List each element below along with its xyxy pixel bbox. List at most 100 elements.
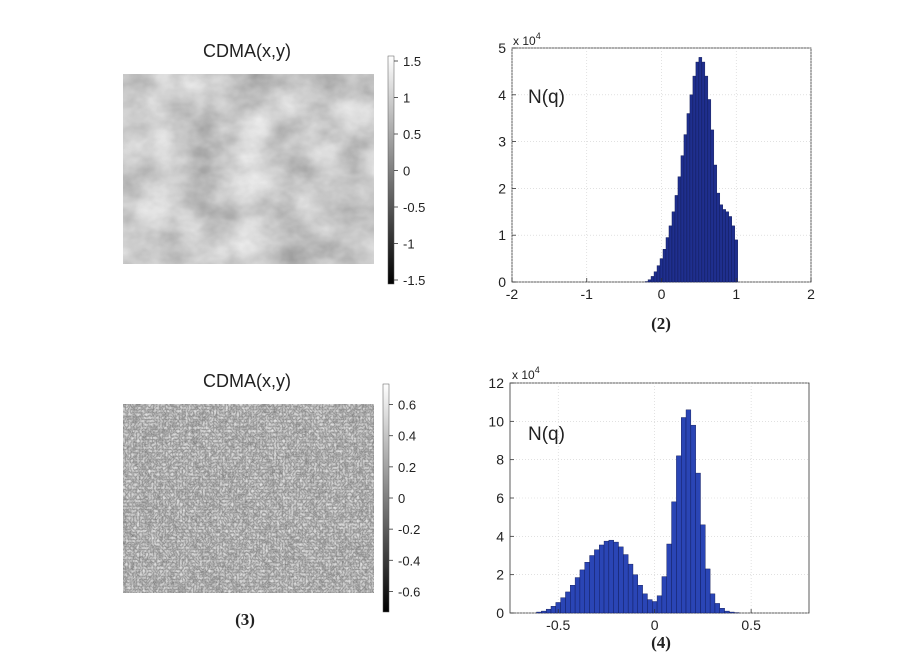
hist-2-multiplier-exp: 4 xyxy=(536,31,541,41)
heatmap-1-title: CDMA(x,y) xyxy=(203,41,291,61)
histogram-bar xyxy=(570,585,575,613)
histogram-bar xyxy=(657,266,660,282)
histogram-bar xyxy=(647,600,652,613)
histogram-bar xyxy=(676,456,681,613)
histogram-bar xyxy=(623,555,628,613)
colorbar-tick-label: -0.5 xyxy=(403,200,425,215)
histogram-bar xyxy=(678,177,681,282)
heatmap-3: 0.60.40.20-0.2-0.4-0.6 CDMA(x,y) (3) xyxy=(123,371,420,629)
histogram-bar xyxy=(561,598,566,613)
histogram-bar xyxy=(599,545,604,613)
hist-2-title: N(q) xyxy=(528,87,565,108)
x-tick-label: 0 xyxy=(651,617,659,633)
colorbar-tick-label: 0 xyxy=(398,491,405,506)
y-tick-label: 10 xyxy=(488,413,504,429)
histogram-bar xyxy=(633,575,638,613)
histogram-bar xyxy=(667,544,672,613)
histogram-bar xyxy=(729,216,732,282)
colorbar-tick-label: -1 xyxy=(403,237,415,252)
histogram-bar xyxy=(720,205,723,282)
heatmap-3-texture xyxy=(123,404,374,593)
histogram-bar xyxy=(711,130,714,282)
colorbar-tick-label: -0.2 xyxy=(398,522,420,537)
histogram-bar xyxy=(590,556,595,614)
histogram-bar xyxy=(729,612,734,613)
histogram-bar xyxy=(714,165,717,282)
histogram-bar xyxy=(666,238,669,282)
histogram-bar xyxy=(614,542,619,613)
hist-4-title: N(q) xyxy=(528,424,565,445)
colorbar-1-ticks: 1.510.50-0.5-1-1.5 xyxy=(394,54,425,288)
histogram-bar xyxy=(696,62,699,282)
histogram-bar xyxy=(700,525,705,613)
histogram-bar xyxy=(662,577,667,613)
histogram-bar xyxy=(585,562,590,613)
hist-4-caption: (4) xyxy=(651,633,671,652)
histogram-bar xyxy=(541,611,546,613)
x-tick-label: 1 xyxy=(732,286,740,302)
histogram-bar xyxy=(705,76,708,282)
hist-4-multiplier: x 104 xyxy=(512,365,540,382)
y-tick-label: 2 xyxy=(498,180,506,196)
heatmap-1: 1.510.50-0.5-1-1.5 CDMA(x,y) xyxy=(123,41,425,288)
histogram-bar xyxy=(684,135,687,282)
colorbar-3-ticks: 0.60.40.20-0.2-0.4-0.6 xyxy=(389,398,420,600)
histogram-bar xyxy=(594,550,599,613)
colorbar-tick-label: 0.6 xyxy=(398,398,416,413)
histogram-bar xyxy=(604,541,609,613)
histogram-bar xyxy=(628,564,633,613)
histogram-bar xyxy=(723,209,726,282)
histogram-bar xyxy=(580,570,585,613)
histogram-bar xyxy=(657,596,662,613)
histogram-bar xyxy=(551,606,556,613)
x-tick-label: 2 xyxy=(807,286,815,302)
histogram-bar xyxy=(675,195,678,282)
y-tick-label: 4 xyxy=(498,87,506,103)
histogram-bar xyxy=(638,585,643,613)
colorbar-3 xyxy=(383,384,389,612)
histogram-bar xyxy=(648,280,651,282)
y-tick-label: 6 xyxy=(496,490,504,506)
hist-2-caption: (2) xyxy=(651,314,671,333)
y-tick-label: 3 xyxy=(498,134,506,150)
histogram-bar xyxy=(687,114,690,282)
histogram-bar xyxy=(681,418,686,614)
histogram-bar xyxy=(609,540,614,613)
histogram-bar xyxy=(717,193,720,282)
histogram-bar xyxy=(693,76,696,282)
histogram-bar xyxy=(726,212,729,282)
x-tick-label: 0 xyxy=(658,286,666,302)
histogram-bar xyxy=(715,603,720,613)
colorbar-tick-label: 0 xyxy=(403,164,410,179)
histogram-bar xyxy=(546,609,551,613)
histogram-bar xyxy=(619,547,624,613)
y-tick-label: 5 xyxy=(498,40,506,56)
histogram-bar xyxy=(575,578,580,613)
histogram-bar xyxy=(672,212,675,282)
histogram-bar xyxy=(672,502,677,613)
histogram-bar xyxy=(720,608,725,613)
hist-2-multiplier: x 104 xyxy=(513,31,541,48)
x-tick-label: 0.5 xyxy=(741,617,761,633)
histogram-bar xyxy=(702,62,705,282)
colorbar-tick-label: 0.5 xyxy=(403,127,421,142)
colorbar-tick-label: -0.6 xyxy=(398,584,420,599)
hist-4-frame xyxy=(510,383,809,613)
x-tick-label: -0.5 xyxy=(546,617,570,633)
histogram-bar xyxy=(691,425,696,613)
histogram-bar xyxy=(696,473,701,613)
histogram-bar xyxy=(710,594,715,613)
x-tick-label: -1 xyxy=(581,286,594,302)
histogram-bar xyxy=(708,99,711,282)
histogram-bar xyxy=(537,612,542,613)
colorbar-tick-label: 1 xyxy=(403,91,410,106)
colorbar-tick-label: 0.2 xyxy=(398,460,416,475)
y-tick-label: 2 xyxy=(496,567,504,583)
y-tick-label: 1 xyxy=(498,227,506,243)
histogram-bar xyxy=(690,95,693,282)
histogram-bar xyxy=(643,594,648,613)
histogram-bar xyxy=(732,226,735,282)
